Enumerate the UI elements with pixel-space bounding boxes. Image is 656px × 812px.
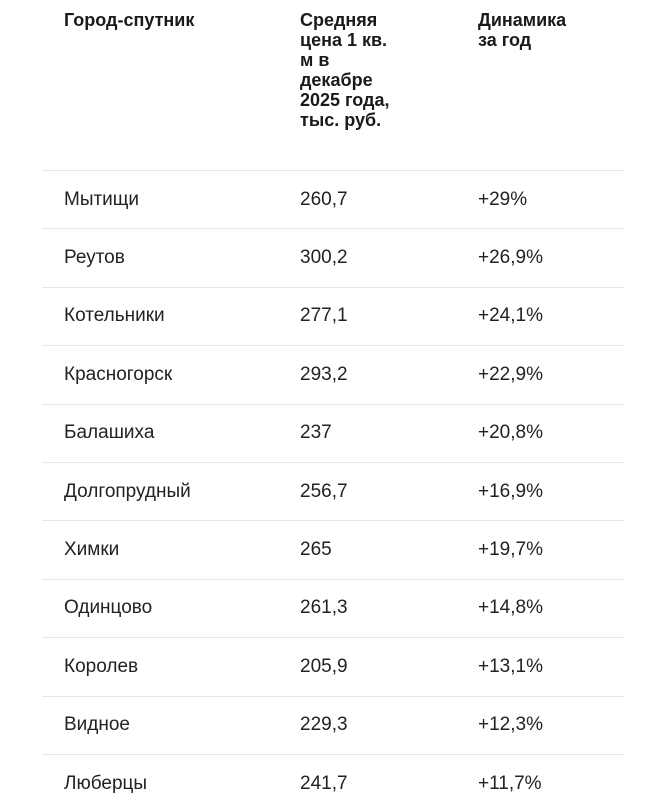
table-header: Город-спутник Средняя цена 1 кв. м в дек…	[42, 0, 624, 171]
city-cell: Красногорск	[64, 363, 173, 385]
dynamics-cell: +29%	[478, 188, 528, 210]
city-cell: Видное	[64, 714, 130, 736]
price-cell: 237	[300, 422, 332, 444]
dynamics-cell: +14,8%	[478, 597, 543, 619]
price-cell: 205,9	[300, 655, 348, 677]
city-cell: Химки	[64, 539, 120, 561]
price-cell: 300,2	[300, 247, 348, 269]
header-city: Город-спутник	[64, 10, 195, 30]
city-cell: Одинцово	[64, 597, 153, 619]
header-price: Средняя цена 1 кв. м в декабре 2025 года…	[300, 10, 390, 130]
city-cell: Люберцы	[64, 772, 148, 794]
dynamics-cell: +16,9%	[478, 480, 543, 502]
dynamics-cell: +20,8%	[478, 422, 543, 444]
price-cell: 293,2	[300, 363, 348, 385]
dynamics-cell: +26,9%	[478, 247, 543, 269]
table-row: Одинцово 261,3 +14,8%	[42, 580, 624, 639]
dynamics-cell: +11,7%	[478, 772, 542, 794]
city-cell: Мытищи	[64, 188, 140, 210]
table-row: Балашиха 237 +20,8%	[42, 405, 624, 463]
table-row: Люберцы 241,7 +11,7%	[42, 755, 624, 812]
table-row: Королев 205,9 +13,1%	[42, 638, 624, 697]
price-cell: 241,7	[300, 772, 348, 794]
table-row: Котельники 277,1 +24,1%	[42, 288, 624, 347]
table-row: Видное 229,3 +12,3%	[42, 697, 624, 755]
price-table: Город-спутник Средняя цена 1 кв. м в дек…	[42, 0, 624, 812]
dynamics-cell: +13,1%	[478, 655, 543, 677]
city-cell: Котельники	[64, 305, 165, 327]
table-row: Красногорск 293,2 +22,9%	[42, 346, 624, 405]
dynamics-cell: +22,9%	[478, 363, 543, 385]
price-cell: 256,7	[300, 480, 348, 502]
dynamics-cell: +12,3%	[478, 714, 543, 736]
table-row: Реутов 300,2 +26,9%	[42, 229, 624, 288]
table-row: Химки 265 +19,7%	[42, 521, 624, 580]
dynamics-cell: +19,7%	[478, 539, 543, 561]
city-cell: Королев	[64, 655, 139, 677]
dynamics-cell: +24,1%	[478, 305, 543, 327]
header-dynamics: Динамика за год	[478, 10, 567, 50]
price-cell: 261,3	[300, 597, 348, 619]
table-row: Мытищи 260,7 +29%	[42, 171, 624, 230]
price-cell: 229,3	[300, 714, 348, 736]
city-cell: Долгопрудный	[64, 480, 191, 502]
city-cell: Балашиха	[64, 422, 155, 444]
price-cell: 277,1	[300, 305, 348, 327]
price-cell: 265	[300, 539, 332, 561]
city-cell: Реутов	[64, 247, 125, 269]
table-row: Долгопрудный 256,7 +16,9%	[42, 463, 624, 522]
price-cell: 260,7	[300, 188, 348, 210]
